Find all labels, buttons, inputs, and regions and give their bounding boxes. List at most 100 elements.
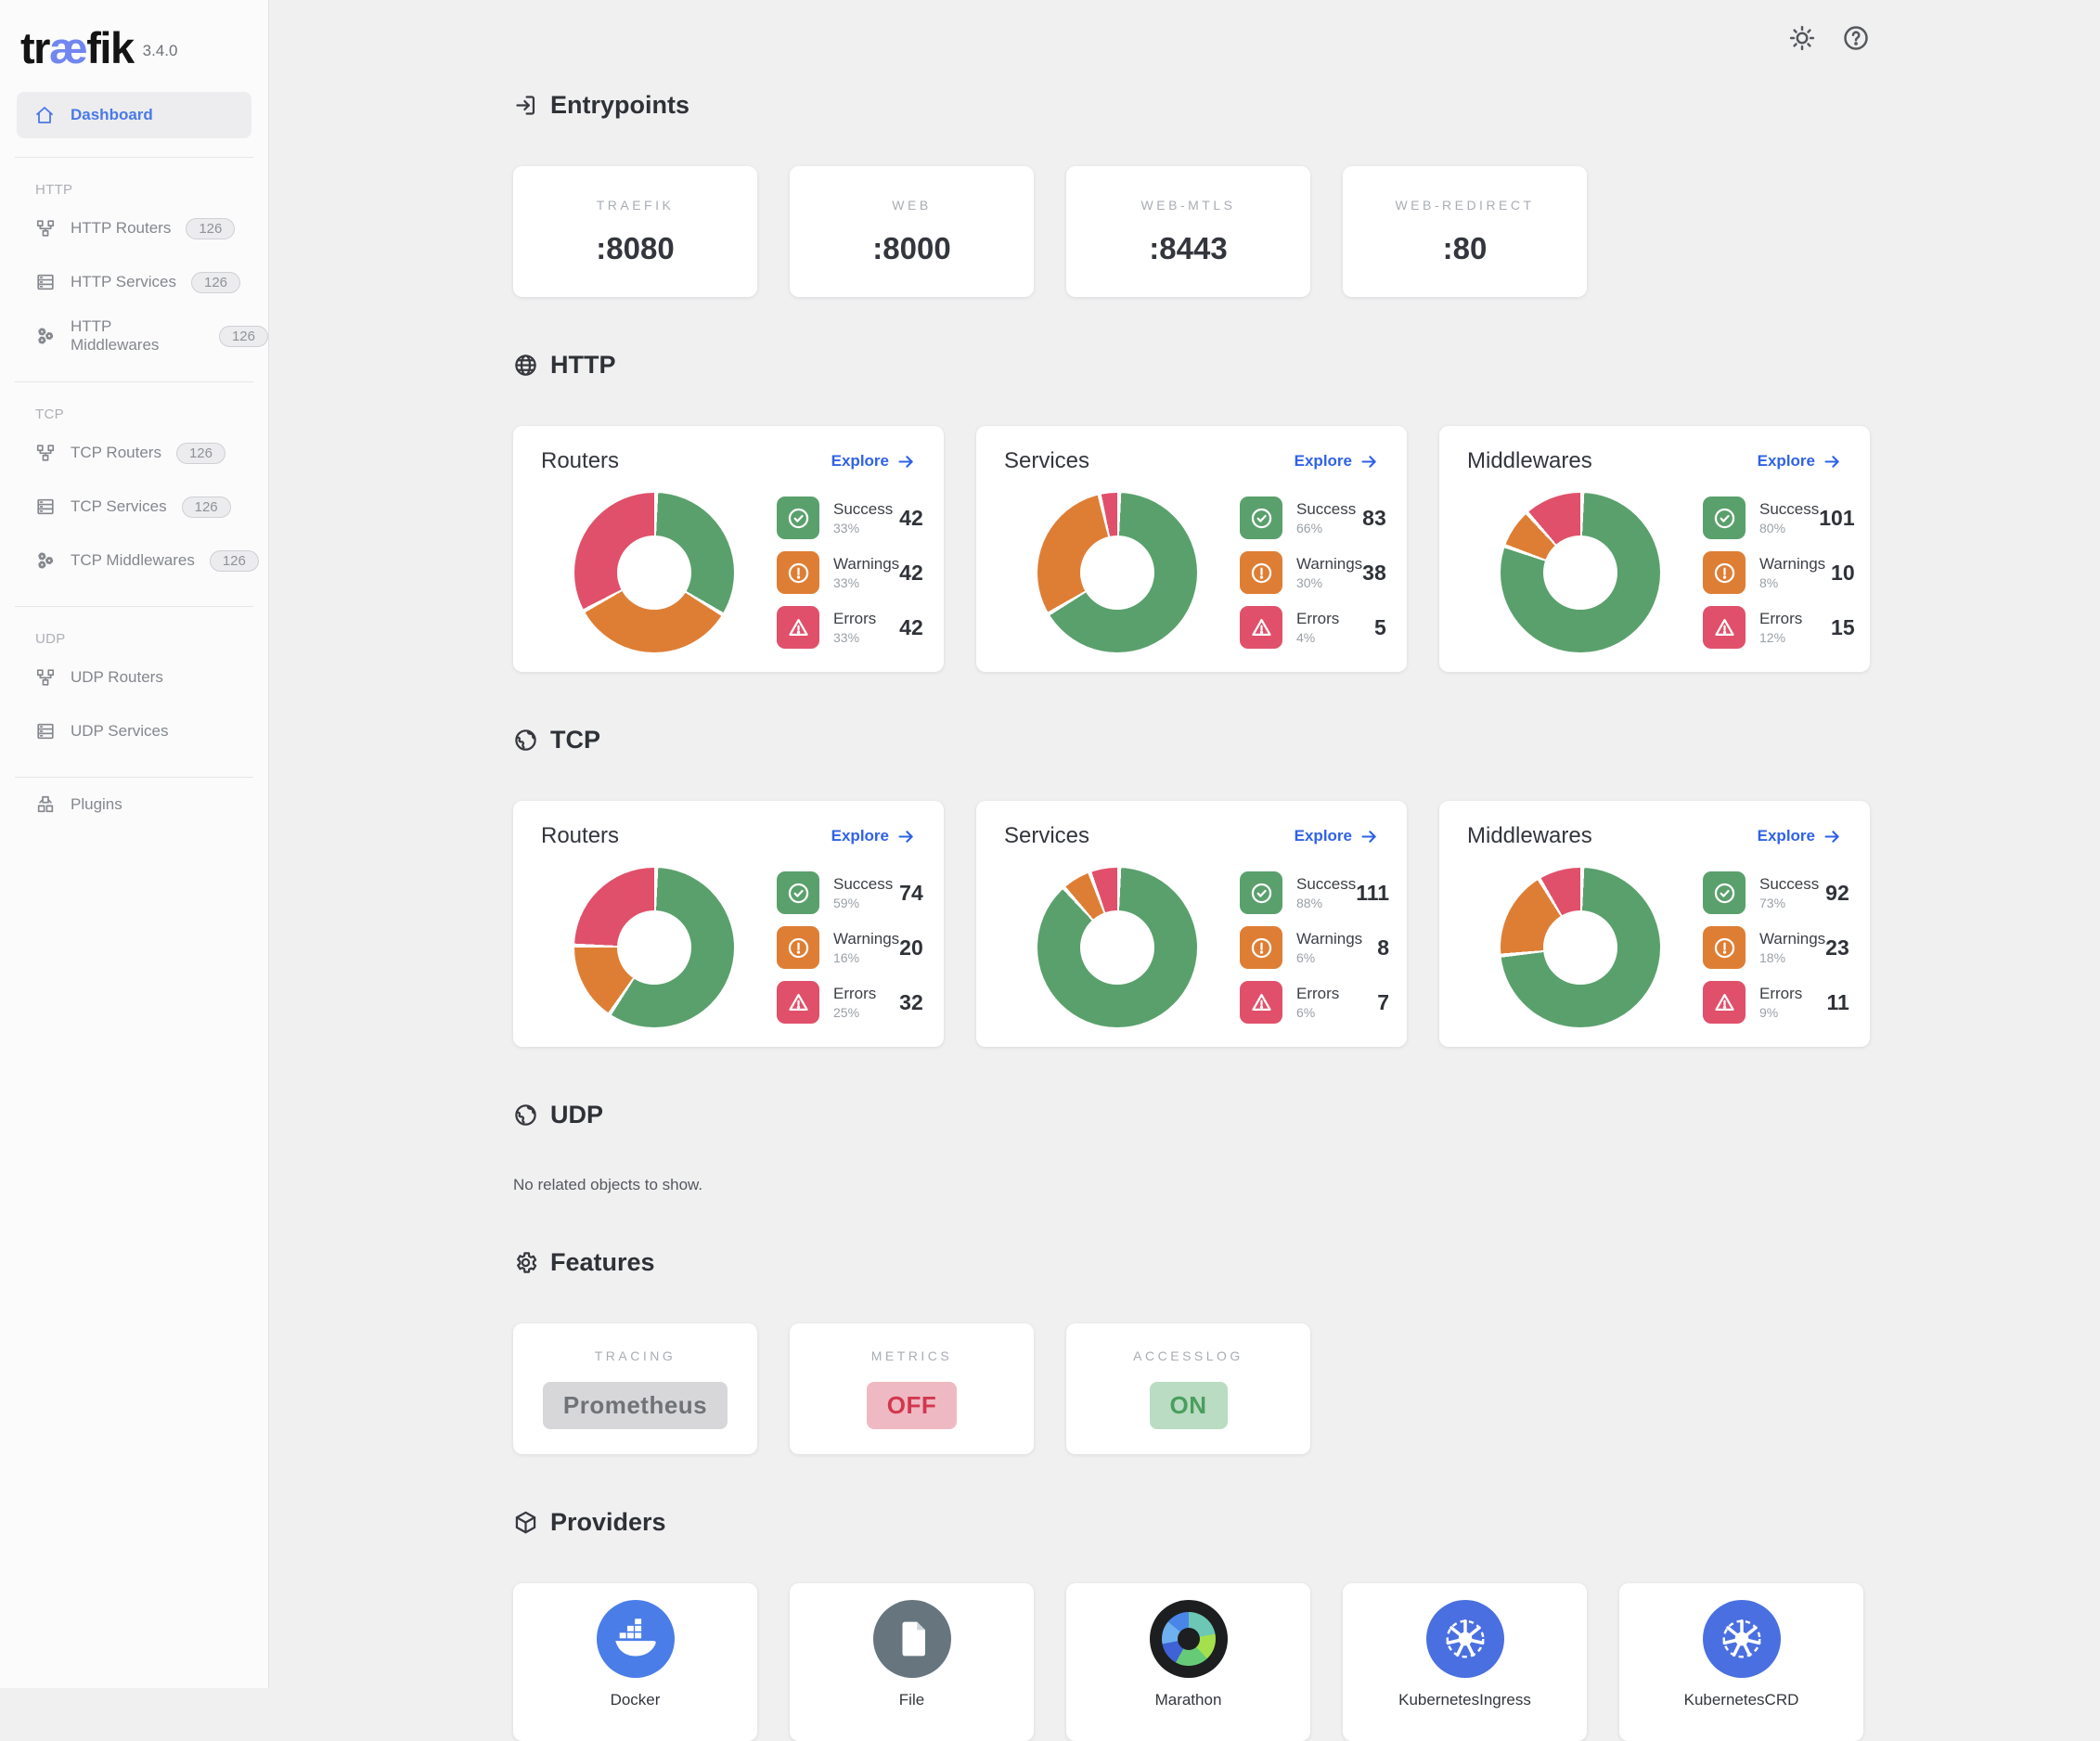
alert-circle-icon [777, 926, 819, 969]
sidebar-item-udp-services[interactable]: UDP Services [0, 704, 268, 758]
sidebar-item-udp-routers[interactable]: UDP Routers [0, 651, 268, 704]
stat-percent: 16% [833, 950, 860, 965]
kubernetes-icon [1702, 1600, 1781, 1678]
sidebar-item-label: HTTP Routers [71, 219, 172, 237]
sidebar-section-title: HTTP [35, 182, 73, 198]
explore-link[interactable]: Explore [1758, 827, 1842, 846]
content: Entrypoints TRAEFIK:8080 WEB:8000 WEB-MTLS… [513, 0, 1870, 1741]
card-title: Services [1004, 448, 1090, 473]
sidebar-item-http-middlewares[interactable]: HTTP Middlewares 126 [0, 309, 268, 363]
donut-chart [1037, 868, 1197, 1027]
provider-card-marathon: Marathon [1066, 1583, 1310, 1741]
stat-percent: 73% [1759, 896, 1786, 910]
arrow-right-icon [1823, 452, 1842, 471]
routers-icon [35, 667, 56, 688]
sidebar-item-tcp-services[interactable]: TCP Services 126 [0, 480, 268, 534]
alert-triangle-icon [777, 606, 819, 649]
explore-label: Explore [1757, 452, 1815, 470]
marathon-icon [1149, 1600, 1228, 1678]
card-title: Services [1004, 823, 1090, 848]
stat-text: Warnings 30% [1296, 555, 1362, 590]
card-title: Routers [541, 823, 620, 848]
sidebar-item-tcp-routers[interactable]: TCP Routers 126 [0, 426, 268, 480]
stat-label: Warnings [833, 930, 900, 948]
stat-row-success: Success 88% 111 [1240, 871, 1389, 914]
tcp-heading: TCP [513, 726, 1865, 754]
logo-text: træfik [20, 23, 135, 72]
sidebar-item-label: Dashboard [71, 106, 153, 123]
card-row: Routers Explore Success 33% 42 Warnings 33% 42 E… [513, 426, 1870, 672]
gear-icon [513, 1250, 538, 1275]
stat-percent: 12% [1759, 630, 1786, 645]
explore-label: Explore [831, 827, 889, 845]
stat-text: Errors 12% [1759, 610, 1802, 645]
provider-card-kubernetesingress: KubernetesIngress [1343, 1583, 1587, 1741]
card-body: Success 80% 101 Warnings 8% 10 Errors 12% 15 [1467, 493, 1855, 652]
stat-percent: 80% [1759, 521, 1786, 535]
explore-link[interactable]: Explore [1295, 452, 1379, 471]
provider-label: Docker [610, 1691, 661, 1709]
card-body: Success 73% 92 Warnings 18% 23 Errors 9% 11 [1467, 868, 1849, 1027]
file-icon [872, 1600, 951, 1678]
sidebar-item-http-routers[interactable]: HTTP Routers 126 [0, 201, 268, 255]
stat-text: Success 73% [1759, 875, 1819, 910]
explore-label: Explore [1294, 452, 1352, 470]
sidebar-item-dashboard[interactable]: Dashboard [17, 92, 251, 138]
udp-heading: UDP [513, 1101, 1865, 1129]
sidebar-item-plugins[interactable]: Plugins [0, 778, 268, 832]
sidebar-section-title: UDP [35, 631, 66, 647]
entrypoint-card: TRAEFIK:8080 [513, 166, 757, 297]
stat-percent: 4% [1296, 630, 1316, 645]
check-circle-icon [1240, 497, 1282, 539]
stat-row-success: Success 73% 92 [1703, 871, 1849, 914]
explore-link[interactable]: Explore [831, 827, 916, 846]
entrypoint-port: :8080 [596, 230, 675, 265]
explore-label: Explore [1294, 827, 1352, 845]
sidebar-item-label: TCP Services [71, 497, 167, 515]
sidebar-item-label: HTTP Services [71, 273, 176, 290]
sidebar-item-http-services[interactable]: HTTP Services 126 [0, 255, 268, 309]
stat-percent: 33% [833, 630, 860, 645]
stat-label: Success [1296, 875, 1357, 893]
app-logo: træfik 3.4.0 [0, 0, 268, 81]
check-circle-icon [1703, 497, 1746, 539]
stat-label: Warnings [833, 555, 900, 573]
middlewares-icon [35, 326, 56, 346]
stat-value: 5 [1373, 614, 1386, 639]
main-area: Entrypoints TRAEFIK:8080 WEB:8000 WEB-MTLS… [269, 0, 2100, 1741]
card-head: Routers Explore [541, 823, 916, 849]
help-icon[interactable] [1842, 24, 1870, 52]
stat-text: Warnings 6% [1296, 930, 1362, 965]
docker-icon [596, 1600, 675, 1678]
sidebar-item-badge: 126 [209, 549, 259, 572]
section-title: Entrypoints [550, 91, 690, 119]
stat-text: Success 88% [1296, 875, 1356, 910]
stat-row-error: Errors 6% 7 [1240, 981, 1389, 1024]
stat-value: 111 [1356, 880, 1390, 905]
sun-icon[interactable] [1788, 24, 1816, 52]
entrypoint-name: WEB [892, 197, 932, 213]
sidebar-item-tcp-middlewares[interactable]: TCP Middlewares 126 [0, 534, 268, 587]
services-icon [35, 497, 56, 517]
stat-value: 15 [1831, 614, 1855, 639]
stat-card-middlewares: Middlewares Explore Success 73% 92 Warnings 18… [1439, 801, 1870, 1047]
stat-value: 38 [1362, 560, 1386, 585]
explore-link[interactable]: Explore [1295, 827, 1379, 846]
explore-link[interactable]: Explore [831, 452, 916, 471]
http-heading: HTTP [513, 351, 1865, 380]
explore-link[interactable]: Explore [1758, 452, 1842, 471]
stat-row-error: Errors 12% 15 [1703, 606, 1855, 649]
stat-value: 23 [1825, 935, 1849, 960]
stat-text: Errors 4% [1296, 610, 1339, 645]
entrypoints-section: Entrypoints TRAEFIK:8080 WEB:8000 WEB-MTLS… [513, 91, 1865, 297]
marathon-icon-center [1177, 1628, 1200, 1650]
card-head: Services Explore [1004, 823, 1379, 849]
stat-percent: 9% [1759, 1005, 1779, 1020]
stat-card-routers: Routers Explore Success 33% 42 Warnings 33% 42 E… [513, 426, 944, 672]
stat-text: Success 80% [1759, 500, 1819, 535]
stat-label: Errors [833, 610, 877, 627]
card-head: Routers Explore [541, 448, 916, 474]
tcp-section: TCP Routers Explore Success 59% 74 Warnings 16%… [513, 726, 1870, 1047]
provider-card-docker: Docker [513, 1583, 757, 1741]
stat-label: Errors [833, 985, 877, 1002]
